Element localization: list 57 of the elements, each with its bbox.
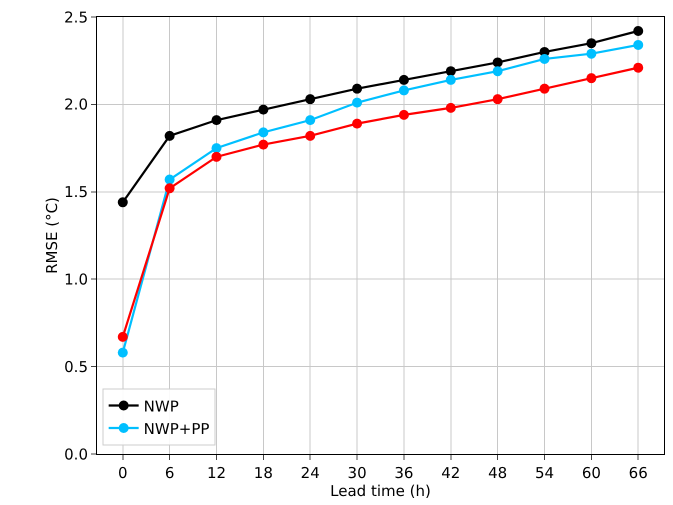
y-tick-label: 1.0 (64, 270, 88, 288)
x-tick-label: 54 (534, 464, 554, 482)
point (540, 54, 550, 64)
point (446, 66, 456, 76)
y-tick-label: 1.5 (64, 183, 88, 202)
x-tick-label: 30 (348, 464, 367, 482)
point (586, 48, 596, 59)
x-tick-label: 18 (254, 464, 273, 482)
point (446, 102, 456, 113)
point (118, 348, 128, 358)
point (305, 94, 316, 104)
point (258, 140, 268, 150)
x-tick-label: 60 (582, 464, 601, 482)
x-axis-title: Lead time (h) (330, 482, 431, 500)
point (398, 110, 409, 120)
point (446, 74, 456, 85)
point (164, 130, 175, 141)
x-tick-label: 0 (118, 464, 128, 482)
point (586, 38, 596, 48)
point (211, 152, 222, 162)
point (398, 74, 409, 85)
point (492, 94, 503, 104)
point (540, 84, 550, 94)
point (633, 62, 644, 73)
point (492, 66, 503, 76)
point (352, 84, 362, 94)
point (352, 98, 362, 108)
y-tick-label: 2.5 (64, 8, 88, 26)
point (258, 127, 268, 138)
legend-label: NWP (144, 397, 179, 416)
y-tick-label: 0.5 (64, 358, 88, 376)
point (586, 73, 596, 84)
point (398, 85, 409, 96)
x-tick-label: 24 (300, 464, 320, 482)
point (492, 57, 503, 68)
x-tick-label: 12 (206, 464, 226, 482)
legend-label: NWP+PP (144, 420, 210, 438)
point (305, 115, 316, 126)
y-tick-label: 2.0 (64, 96, 88, 114)
x-tick-label: 48 (488, 464, 508, 482)
point (164, 174, 175, 185)
y-axis-title: RMSE (°C) (43, 197, 61, 274)
point (118, 197, 128, 208)
point (164, 183, 175, 194)
x-tick-label: 42 (441, 464, 460, 482)
point (211, 115, 222, 126)
point (352, 118, 362, 129)
point (305, 130, 316, 141)
x-tick-label: 6 (164, 464, 174, 482)
x-tick-label: 66 (628, 464, 648, 482)
point (258, 104, 268, 115)
point (211, 143, 222, 154)
y-tick-label: 0.0 (64, 445, 88, 464)
point (118, 332, 128, 342)
point (633, 40, 644, 50)
point (633, 26, 644, 36)
x-tick-label: 36 (394, 464, 414, 482)
